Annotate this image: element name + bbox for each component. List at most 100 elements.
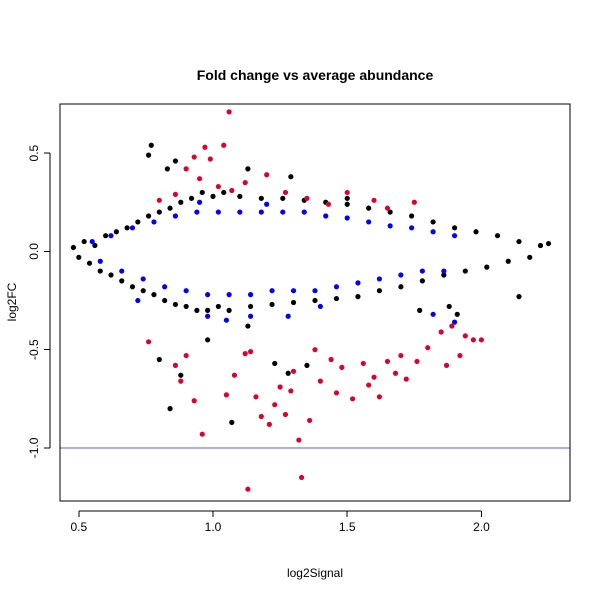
data-point xyxy=(264,172,270,178)
x-tick-label: 1.0 xyxy=(205,520,222,534)
data-point xyxy=(162,284,168,290)
data-point xyxy=(205,307,211,313)
data-point xyxy=(366,382,372,388)
data-point xyxy=(172,158,179,164)
data-point xyxy=(162,297,168,304)
data-point xyxy=(290,368,297,374)
plot-frame xyxy=(59,103,571,502)
data-point xyxy=(242,351,248,357)
data-point xyxy=(527,254,533,260)
data-point xyxy=(371,197,377,203)
data-point xyxy=(419,278,425,284)
data-point xyxy=(188,195,195,201)
data-point xyxy=(191,154,197,160)
data-point xyxy=(183,352,189,359)
data-point xyxy=(258,413,264,420)
data-point xyxy=(457,352,463,359)
data-point xyxy=(414,358,420,365)
data-point xyxy=(317,378,323,384)
data-point xyxy=(215,303,221,310)
data-point xyxy=(215,183,221,190)
data-point xyxy=(108,233,114,239)
data-point xyxy=(411,199,417,205)
data-point xyxy=(333,295,340,302)
data-point xyxy=(344,189,350,196)
data-point xyxy=(70,244,77,251)
data-point xyxy=(312,347,318,353)
data-point xyxy=(97,268,103,274)
data-point xyxy=(387,209,393,215)
data-point xyxy=(384,358,391,365)
data-point xyxy=(494,233,501,239)
data-point xyxy=(140,276,146,282)
data-point xyxy=(264,201,270,207)
data-point xyxy=(425,345,431,351)
data-point xyxy=(245,166,251,172)
data-point xyxy=(288,388,294,394)
data-point xyxy=(441,268,447,274)
data-point xyxy=(446,303,452,310)
data-point xyxy=(151,219,157,225)
data-point xyxy=(304,195,310,201)
data-point xyxy=(288,174,294,180)
data-point xyxy=(392,370,399,376)
data-point xyxy=(451,225,458,231)
data-point xyxy=(191,398,197,404)
data-point xyxy=(223,392,230,398)
data-point xyxy=(516,294,522,300)
data-point xyxy=(537,242,544,249)
data-point xyxy=(129,284,136,290)
data-point xyxy=(247,303,254,310)
data-point xyxy=(344,201,350,207)
data-point xyxy=(76,254,82,260)
data-point xyxy=(398,352,404,359)
data-point xyxy=(366,205,372,211)
data-point xyxy=(269,288,275,294)
data-point xyxy=(376,276,383,282)
data-point xyxy=(247,292,254,298)
data-point xyxy=(301,209,307,215)
data-point xyxy=(366,219,372,225)
data-point xyxy=(280,209,286,215)
data-point xyxy=(145,152,152,158)
data-point xyxy=(167,406,173,412)
data-point xyxy=(178,372,184,378)
data-point xyxy=(103,233,109,239)
data-point xyxy=(403,376,409,382)
data-point xyxy=(419,268,425,274)
data-point xyxy=(307,417,313,424)
data-point xyxy=(290,288,297,294)
data-point xyxy=(312,288,318,294)
data-point xyxy=(333,390,340,396)
data-point xyxy=(505,258,511,264)
data-point xyxy=(119,268,125,274)
data-point xyxy=(344,215,350,221)
data-point xyxy=(253,394,259,400)
data-point xyxy=(86,260,93,266)
data-point xyxy=(237,193,243,199)
data-point xyxy=(199,431,205,437)
data-point xyxy=(245,323,251,329)
data-point xyxy=(92,242,98,249)
data-point xyxy=(298,474,305,481)
data-point xyxy=(355,294,361,300)
data-point xyxy=(333,284,340,290)
x-axis: 0.5 1.0 1.5 2.0 xyxy=(70,510,490,534)
data-point xyxy=(229,187,235,194)
data-point xyxy=(371,374,377,380)
x-tick-label: 1.5 xyxy=(339,520,356,534)
data-point xyxy=(272,402,278,408)
data-point xyxy=(277,384,283,390)
data-point xyxy=(478,337,485,343)
data-point xyxy=(194,307,200,313)
data-point xyxy=(430,229,436,235)
data-point xyxy=(290,299,297,306)
data-points-layer xyxy=(70,109,552,492)
data-point xyxy=(304,362,310,368)
data-point xyxy=(360,360,366,367)
data-point xyxy=(207,156,213,162)
data-point xyxy=(81,238,87,245)
data-point xyxy=(205,292,211,298)
y-tick-label: -1.0 xyxy=(27,437,41,458)
